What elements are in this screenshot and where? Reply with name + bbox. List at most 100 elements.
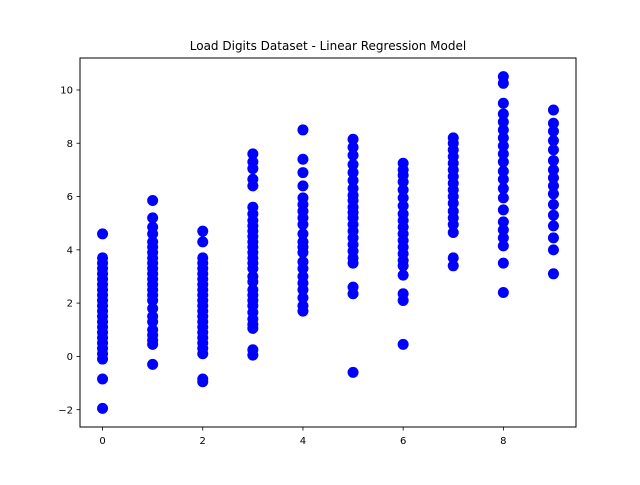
data-point bbox=[347, 167, 359, 179]
data-point bbox=[497, 108, 509, 120]
data-point bbox=[297, 192, 309, 204]
data-point bbox=[97, 373, 109, 385]
data-point bbox=[547, 125, 559, 137]
data-point bbox=[447, 252, 459, 264]
data-point bbox=[297, 124, 309, 136]
data-point bbox=[547, 209, 559, 221]
y-tick-label: 2 bbox=[67, 299, 73, 310]
data-point bbox=[397, 288, 409, 300]
data-point bbox=[397, 200, 409, 212]
data-point bbox=[147, 212, 159, 224]
data-point bbox=[197, 252, 209, 264]
data-point bbox=[497, 140, 509, 152]
data-point bbox=[297, 300, 309, 312]
data-point bbox=[497, 216, 509, 228]
data-point bbox=[97, 228, 109, 240]
data-point bbox=[197, 225, 209, 237]
data-point bbox=[297, 180, 309, 192]
data-point bbox=[347, 281, 359, 293]
data-point bbox=[297, 167, 309, 179]
data-point bbox=[547, 244, 559, 256]
data-point bbox=[247, 344, 259, 356]
data-point bbox=[247, 156, 259, 168]
data-point bbox=[347, 133, 359, 145]
data-point bbox=[247, 148, 259, 160]
data-point bbox=[497, 165, 509, 177]
data-point bbox=[297, 256, 309, 268]
data-point bbox=[547, 117, 559, 129]
data-point bbox=[447, 205, 459, 217]
data-point bbox=[497, 240, 509, 252]
data-point bbox=[297, 292, 309, 304]
x-tick-label: 4 bbox=[300, 436, 306, 447]
data-point bbox=[447, 260, 459, 272]
data-point bbox=[197, 373, 209, 385]
data-point bbox=[97, 402, 109, 414]
data-point bbox=[297, 236, 309, 248]
data-point bbox=[247, 173, 259, 185]
data-point bbox=[497, 286, 509, 298]
data-point bbox=[347, 366, 359, 378]
data-point bbox=[547, 144, 559, 156]
data-point bbox=[397, 269, 409, 281]
data-point bbox=[547, 155, 559, 167]
data-point bbox=[547, 164, 559, 176]
data-point bbox=[147, 221, 159, 233]
data-point bbox=[447, 132, 459, 144]
data-point bbox=[247, 201, 259, 213]
data-point bbox=[497, 257, 509, 269]
data-point bbox=[497, 173, 509, 185]
data-point bbox=[547, 199, 559, 211]
data-point bbox=[547, 268, 559, 280]
data-point bbox=[547, 232, 559, 244]
data-point bbox=[197, 236, 209, 248]
data-point bbox=[497, 156, 509, 168]
data-point bbox=[397, 184, 409, 196]
data-point bbox=[547, 135, 559, 147]
data-point bbox=[147, 236, 159, 248]
x-tick-label: 8 bbox=[500, 436, 506, 447]
data-point bbox=[497, 148, 509, 160]
y-tick-label: 10 bbox=[60, 86, 73, 97]
y-tick-label: 8 bbox=[67, 139, 73, 150]
axis-ticks: 0 2 4 6 8 −2 0 2 4 6 8 10 bbox=[58, 86, 506, 447]
data-point bbox=[497, 224, 509, 236]
data-point bbox=[397, 338, 409, 350]
data-point bbox=[497, 71, 509, 83]
data-point bbox=[547, 180, 559, 192]
data-point bbox=[547, 104, 559, 116]
data-point bbox=[497, 132, 509, 144]
data-point bbox=[497, 116, 509, 128]
data-point bbox=[397, 192, 409, 204]
data-point bbox=[347, 159, 359, 171]
data-point bbox=[397, 157, 409, 169]
x-tick-label: 2 bbox=[200, 436, 206, 447]
data-point bbox=[497, 124, 509, 136]
data-point bbox=[497, 183, 509, 195]
data-point bbox=[347, 175, 359, 187]
data-point bbox=[497, 232, 509, 244]
data-point bbox=[147, 310, 159, 322]
data-point bbox=[297, 228, 309, 240]
data-point bbox=[547, 172, 559, 184]
y-tick-label: 4 bbox=[67, 245, 73, 256]
data-point bbox=[397, 208, 409, 220]
data-point bbox=[497, 192, 509, 204]
data-point bbox=[297, 270, 309, 282]
data-point bbox=[547, 220, 559, 232]
chart-title: Load Digits Dataset - Linear Regression … bbox=[190, 39, 466, 53]
data-points bbox=[97, 71, 559, 414]
data-point bbox=[147, 302, 159, 314]
data-point bbox=[497, 204, 509, 216]
x-tick-label: 6 bbox=[400, 436, 406, 447]
x-tick-label: 0 bbox=[99, 436, 105, 447]
data-point bbox=[547, 188, 559, 200]
data-point bbox=[347, 141, 359, 153]
data-point bbox=[247, 284, 259, 296]
data-point bbox=[297, 153, 309, 165]
data-point bbox=[97, 252, 109, 264]
axes-frame bbox=[79, 57, 577, 428]
y-tick-label: 6 bbox=[67, 192, 73, 203]
